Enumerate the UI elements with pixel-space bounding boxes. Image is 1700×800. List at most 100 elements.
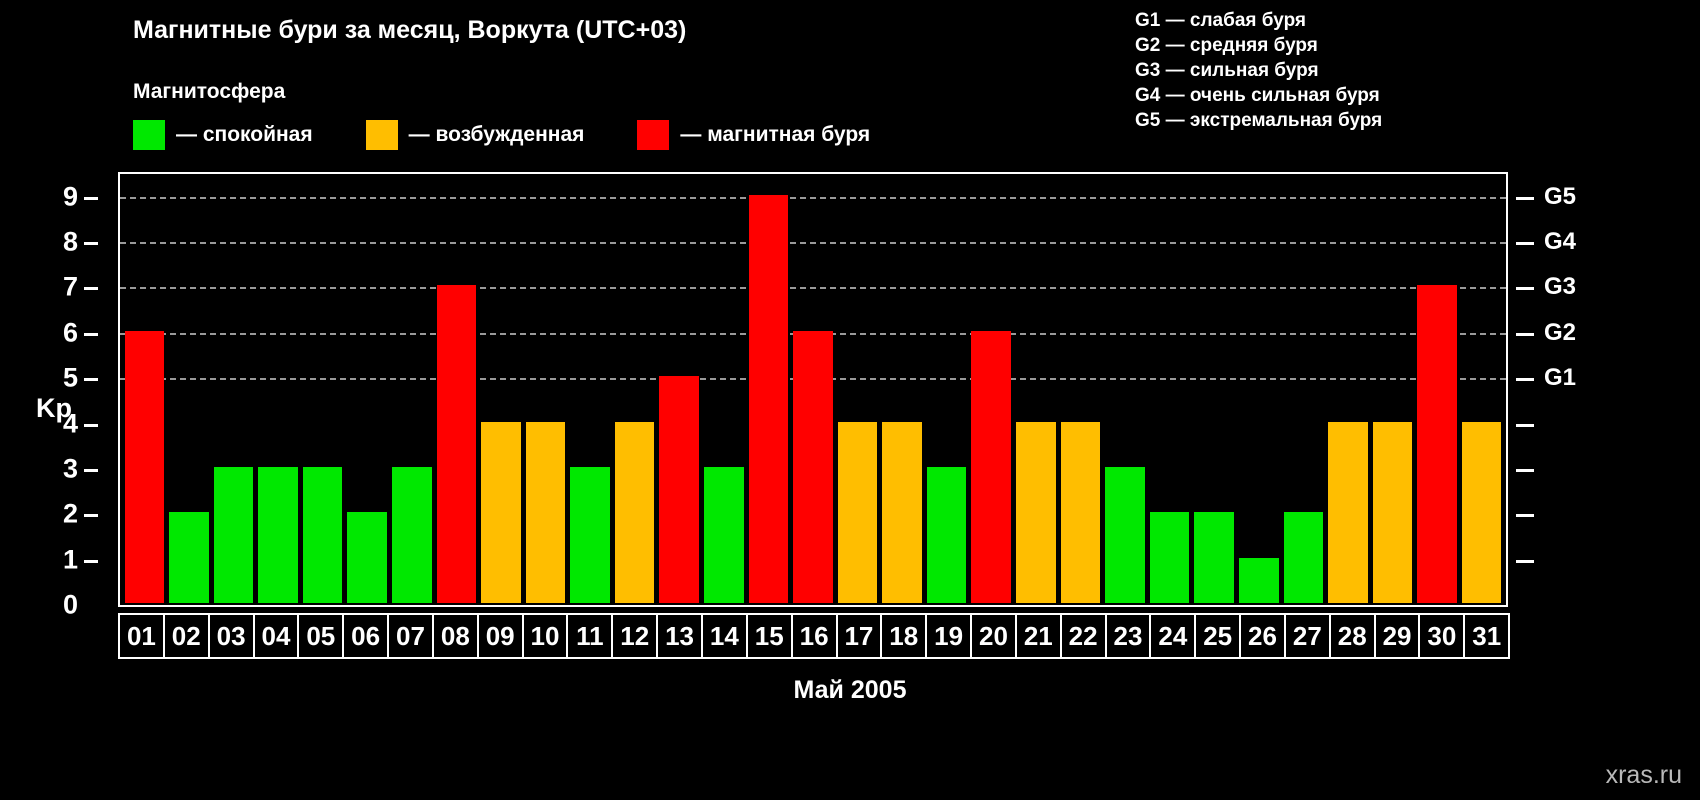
day-label-cell[interactable]: 28 bbox=[1328, 613, 1376, 659]
bar-column[interactable] bbox=[1147, 176, 1192, 603]
bar[interactable] bbox=[1238, 557, 1279, 603]
bar[interactable] bbox=[1016, 421, 1056, 603]
bar-column[interactable] bbox=[657, 176, 702, 603]
bar[interactable] bbox=[1283, 512, 1324, 603]
bar[interactable] bbox=[1417, 285, 1457, 603]
day-label-cell[interactable]: 12 bbox=[611, 613, 659, 659]
day-label-cell[interactable]: 22 bbox=[1059, 613, 1107, 659]
bar-column[interactable] bbox=[1236, 176, 1281, 603]
bar-column[interactable] bbox=[568, 176, 613, 603]
day-label-cell[interactable]: 10 bbox=[521, 613, 569, 659]
day-label-cell[interactable]: 02 bbox=[162, 613, 210, 659]
day-label-cell[interactable]: 05 bbox=[297, 613, 345, 659]
day-label-cell[interactable]: 30 bbox=[1418, 613, 1466, 659]
bar[interactable] bbox=[1105, 466, 1145, 603]
bar-column[interactable] bbox=[1326, 176, 1371, 603]
day-label-cell[interactable]: 03 bbox=[207, 613, 255, 659]
day-label-cell[interactable]: 06 bbox=[342, 613, 390, 659]
day-label-cell[interactable]: 15 bbox=[745, 613, 793, 659]
day-label-cell[interactable]: 27 bbox=[1283, 613, 1331, 659]
bar[interactable] bbox=[570, 466, 610, 603]
bar[interactable] bbox=[258, 466, 298, 603]
bar[interactable] bbox=[1060, 421, 1101, 603]
bar-column[interactable] bbox=[835, 176, 880, 603]
bar-column[interactable] bbox=[300, 176, 345, 603]
day-label-cell[interactable]: 20 bbox=[970, 613, 1017, 659]
bar-column[interactable] bbox=[746, 176, 791, 603]
bar-column[interactable] bbox=[523, 176, 568, 603]
day-label-cell[interactable]: 07 bbox=[387, 613, 434, 659]
day-label-cell[interactable]: 23 bbox=[1104, 613, 1152, 659]
bar-column[interactable] bbox=[256, 176, 301, 603]
bar[interactable] bbox=[837, 421, 878, 603]
bar-column[interactable] bbox=[924, 176, 969, 603]
bar[interactable] bbox=[302, 466, 343, 603]
bar-column[interactable] bbox=[1058, 176, 1103, 603]
day-label-cell[interactable]: 09 bbox=[476, 613, 524, 659]
bar[interactable] bbox=[659, 376, 700, 603]
bar[interactable] bbox=[926, 466, 967, 603]
day-label-cell[interactable]: 14 bbox=[700, 613, 748, 659]
bar[interactable] bbox=[793, 330, 833, 603]
bar[interactable] bbox=[169, 512, 209, 603]
day-label-cell[interactable]: 08 bbox=[431, 613, 479, 659]
bar[interactable] bbox=[1372, 421, 1413, 603]
day-label-cell[interactable]: 24 bbox=[1149, 613, 1197, 659]
legend-item: — спокойная bbox=[133, 120, 313, 150]
bar[interactable] bbox=[1194, 512, 1234, 603]
bar[interactable] bbox=[391, 466, 432, 603]
bar-column[interactable] bbox=[345, 176, 390, 603]
bar-column[interactable] bbox=[434, 176, 479, 603]
day-label-cell[interactable]: 19 bbox=[925, 613, 973, 659]
bar-column[interactable] bbox=[389, 176, 434, 603]
bar[interactable] bbox=[882, 421, 922, 603]
bar-column[interactable] bbox=[791, 176, 836, 603]
bar[interactable] bbox=[481, 421, 521, 603]
bar-column[interactable] bbox=[1103, 176, 1148, 603]
g-tick-label: G4 bbox=[1544, 228, 1577, 256]
bar-column[interactable] bbox=[969, 176, 1014, 603]
bar-column[interactable] bbox=[211, 176, 256, 603]
bar-column[interactable] bbox=[122, 176, 167, 603]
bar[interactable] bbox=[971, 330, 1012, 603]
day-label-cell[interactable]: 18 bbox=[880, 613, 928, 659]
bar-column[interactable] bbox=[1459, 176, 1504, 603]
bar[interactable] bbox=[614, 421, 655, 603]
bar-column[interactable] bbox=[1281, 176, 1326, 603]
day-label-cell[interactable]: 16 bbox=[790, 613, 838, 659]
bar[interactable] bbox=[436, 285, 477, 603]
g-minor-tick-mark bbox=[1516, 423, 1534, 427]
bar[interactable] bbox=[1461, 421, 1502, 603]
day-label-cell[interactable]: 04 bbox=[252, 613, 300, 659]
bar[interactable] bbox=[347, 512, 387, 603]
day-label-cell[interactable]: 11 bbox=[566, 613, 614, 659]
day-label-cell[interactable]: 13 bbox=[656, 613, 703, 659]
day-label-cell[interactable]: 25 bbox=[1194, 613, 1242, 659]
bar-column[interactable] bbox=[880, 176, 925, 603]
bar-column[interactable] bbox=[479, 176, 524, 603]
bar[interactable] bbox=[704, 466, 744, 603]
x-axis-title: Май 2005 bbox=[793, 676, 907, 704]
bar-column[interactable] bbox=[612, 176, 657, 603]
day-label-cell[interactable]: 17 bbox=[835, 613, 883, 659]
bar-column[interactable] bbox=[1370, 176, 1415, 603]
bar[interactable] bbox=[1328, 421, 1368, 603]
day-label-cell[interactable]: 26 bbox=[1239, 613, 1286, 659]
day-label-cell[interactable]: 29 bbox=[1373, 613, 1421, 659]
legend-item: — возбужденная bbox=[365, 120, 584, 150]
bar-column[interactable] bbox=[167, 176, 212, 603]
day-label-cell[interactable]: 01 bbox=[118, 613, 165, 659]
bar[interactable] bbox=[525, 421, 566, 603]
day-label-cell[interactable]: 21 bbox=[1014, 613, 1062, 659]
bar-column[interactable] bbox=[1014, 176, 1059, 603]
bar-column[interactable] bbox=[1415, 176, 1460, 603]
bar[interactable] bbox=[1149, 512, 1190, 603]
y-tick-mark bbox=[84, 559, 98, 563]
bar[interactable] bbox=[213, 466, 254, 603]
bar-column[interactable] bbox=[702, 176, 747, 603]
bar-column[interactable] bbox=[1192, 176, 1237, 603]
legend-item-label: — магнитная буря bbox=[680, 123, 871, 146]
bar[interactable] bbox=[124, 330, 165, 603]
bar[interactable] bbox=[748, 194, 789, 603]
day-label-cell[interactable]: 31 bbox=[1463, 613, 1511, 659]
